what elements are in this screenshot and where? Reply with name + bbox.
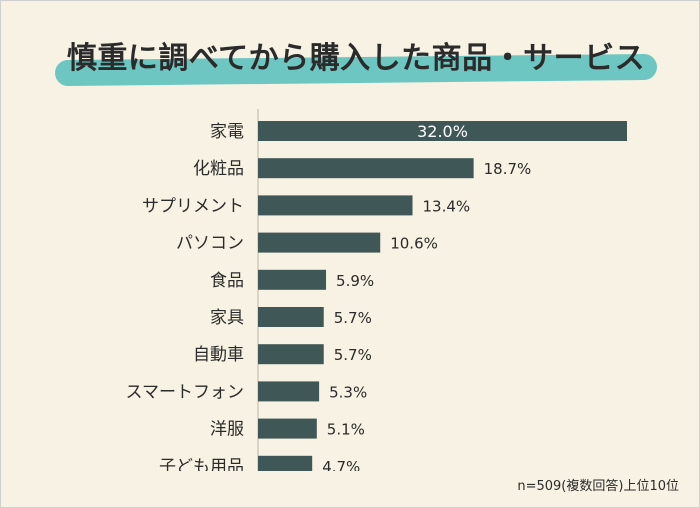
category-label-3: パソコン [176, 234, 244, 254]
bar-5 [258, 307, 324, 327]
chart-title: 慎重に調べてから購入した商品・サービス [66, 41, 646, 76]
sample-note: n=509(複数回答)上位10位 [517, 479, 679, 494]
value-label-3: 10.6% [390, 235, 438, 253]
bar-8 [258, 418, 317, 439]
bar-chart: 家電 32.0% 化粧品 18.7% サプリメント 13.4% パソコン 10.6% 食品 5.9… [126, 109, 627, 471]
value-label-8: 5.1% [327, 421, 365, 439]
value-label-0: 32.0% [417, 122, 468, 141]
category-label-8: 洋服 [210, 420, 244, 440]
category-label-4: 食品 [210, 271, 244, 291]
value-label-5: 5.7% [334, 309, 372, 327]
bar-1 [258, 158, 474, 179]
bar-0 [258, 121, 627, 141]
value-label-9: 4.7% [322, 458, 360, 471]
category-label-6: 自動車 [193, 345, 244, 365]
bar-9 [258, 455, 313, 471]
bar-7 [258, 381, 320, 402]
category-label-0: 家電 [210, 122, 244, 142]
category-label-5: 家具 [210, 308, 244, 328]
bar-2 [258, 195, 413, 216]
value-label-2: 13.4% [423, 197, 471, 215]
bar-3 [258, 232, 381, 253]
value-label-1: 18.7% [484, 160, 532, 178]
value-label-7: 5.3% [329, 383, 367, 401]
chart-title-area: 慎重に調べてから購入した商品・サービス [54, 33, 658, 89]
category-label-1: 化粧品 [193, 159, 244, 179]
bar-group: 家電 32.0% 化粧品 18.7% サプリメント 13.4% パソコン 10.6% 食品 5.9… [126, 121, 627, 471]
value-label-4: 5.9% [336, 272, 374, 290]
category-label-2: サプリメント [142, 196, 244, 216]
category-label-9: 子ども用品 [159, 457, 244, 471]
category-label-7: スマートフォン [126, 382, 245, 402]
bar-6 [258, 344, 324, 365]
bar-4 [258, 269, 327, 290]
value-label-6: 5.7% [334, 346, 372, 364]
